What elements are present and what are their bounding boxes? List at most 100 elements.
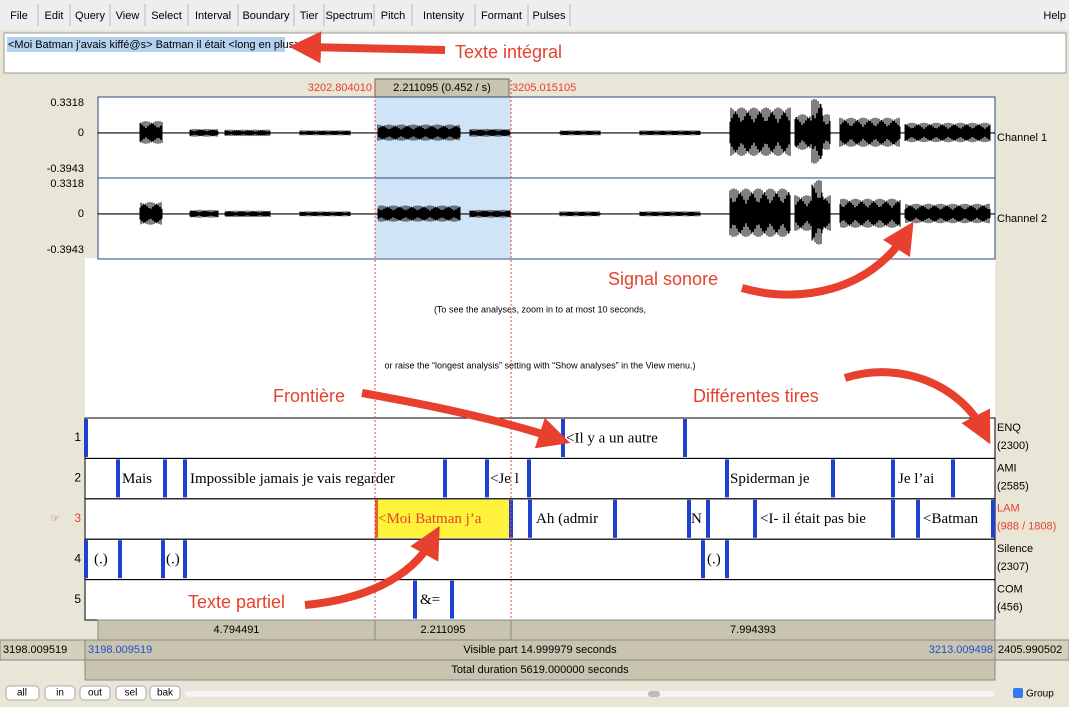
annotation-label: Texte partiel [188,592,285,612]
boundary [118,540,122,579]
interval-text[interactable]: &= [420,592,440,608]
tier-number: 5 [74,592,81,606]
boundary [725,459,729,498]
boundary [443,459,447,498]
boundary [84,540,88,579]
group-label: Group [1026,689,1054,700]
amp-max: 0.3318 [50,178,84,190]
boundary [706,499,710,538]
boundary [183,459,187,498]
total-end: 2405.990502 [998,644,1062,656]
interval-text[interactable]: Impossible jamais je vais regarder [190,471,395,487]
interval-text[interactable]: Ah (admir [536,511,598,527]
boundary [509,499,513,538]
channel-name: Channel 1 [997,132,1047,144]
annotation-arrow [740,221,914,299]
boundary [701,540,705,579]
amp-zero: 0 [78,127,84,139]
tier-number: 2 [74,471,81,485]
boundary [561,419,565,457]
menu-item[interactable]: Pulses [532,10,566,22]
channel-frame [97,177,996,260]
button-label[interactable]: out [88,688,102,699]
button-label[interactable]: bak [157,688,174,699]
text-highlight [7,37,285,52]
amp-zero: 0 [78,208,84,220]
interval-text[interactable]: (.) [94,552,108,568]
boundary [161,540,165,579]
annotation-arrow [361,389,571,449]
annotation-arrow [304,525,440,609]
amp-min: -0.3943 [47,163,84,175]
boundary [413,580,417,619]
duration: 7.994393 [730,624,776,636]
interval-text[interactable]: <Batman [923,511,979,527]
interval-text[interactable]: <Je l [490,471,519,487]
menu-item[interactable]: Select [151,10,182,22]
interval-text[interactable]: <I- il était pas bie [760,511,866,527]
tier-name: Silence [997,543,1033,555]
button-label[interactable]: all [17,688,27,699]
tier-name: AMI [997,462,1017,474]
duration: 4.794491 [214,624,260,636]
boundary [613,499,617,538]
menu-item[interactable]: Spectrum [325,10,372,22]
annotation-label: Frontière [273,386,345,406]
menu-item[interactable]: Edit [45,10,64,22]
button-label[interactable]: sel [125,688,138,699]
menu-item[interactable]: Query [75,10,105,22]
interval-text[interactable]: <Moi Batman j’a [378,511,482,527]
boundary [951,459,955,498]
button[interactable] [115,685,147,701]
selection-duration: 2.211095 (0.452 / s) [393,82,491,94]
menu-item[interactable]: Boundary [242,10,290,22]
scroll-thumb[interactable] [648,691,660,697]
checkbox[interactable] [1013,688,1023,698]
menu-help[interactable]: Help [1043,10,1066,22]
menu-item[interactable]: Tier [300,10,319,22]
button[interactable] [79,685,111,701]
total-start: 3198.009519 [3,644,67,656]
tier-number: 4 [74,551,81,565]
button[interactable] [5,685,40,701]
menu-item[interactable]: Interval [195,10,231,22]
scrollbar [185,691,995,697]
interval-text[interactable]: (.) [707,552,721,568]
button-label[interactable]: in [56,688,64,699]
selection-start: 3202.804010 [308,82,372,94]
waveform [97,99,995,164]
boundary [683,419,687,457]
button[interactable] [149,685,181,701]
interval-text[interactable]: (.) [166,552,180,568]
tier-name: ENQ [997,422,1021,434]
interval-text[interactable]: <Il y a un autre [566,430,658,446]
boundary [450,580,454,619]
interval-text[interactable]: Je l’ai [898,471,934,487]
button[interactable] [44,685,76,701]
selected-boundary [375,499,378,538]
channel-name: Channel 2 [997,213,1047,225]
interval-text[interactable]: Mais [122,471,152,487]
boundary [528,499,532,538]
tier-count: (2585) [997,480,1029,492]
visible-end: 3213.009498 [929,644,993,656]
boundary [116,459,120,498]
interval-text[interactable]: N [691,511,702,527]
visible-part: Visible part 14.999979 seconds [463,644,617,656]
boundary [527,459,531,498]
menu-item[interactable]: Pitch [381,10,405,22]
analysis-msg-1: (To see the analyses, zoom in to at most… [434,304,646,314]
total-duration: Total duration 5619.000000 seconds [451,664,629,676]
tier-number: 3 [74,511,81,525]
menu-item[interactable]: Intensity [423,10,464,22]
menu-item[interactable]: View [116,10,140,22]
annotation-label: Différentes tires [693,386,819,406]
interval-text[interactable]: Spiderman je [730,471,810,487]
selection-end: 3205.015105 [512,82,576,94]
amp-min: -0.3943 [47,244,84,256]
boundary [183,540,187,579]
menu-item[interactable]: Formant [481,10,522,22]
menu-item[interactable]: File [10,10,28,22]
